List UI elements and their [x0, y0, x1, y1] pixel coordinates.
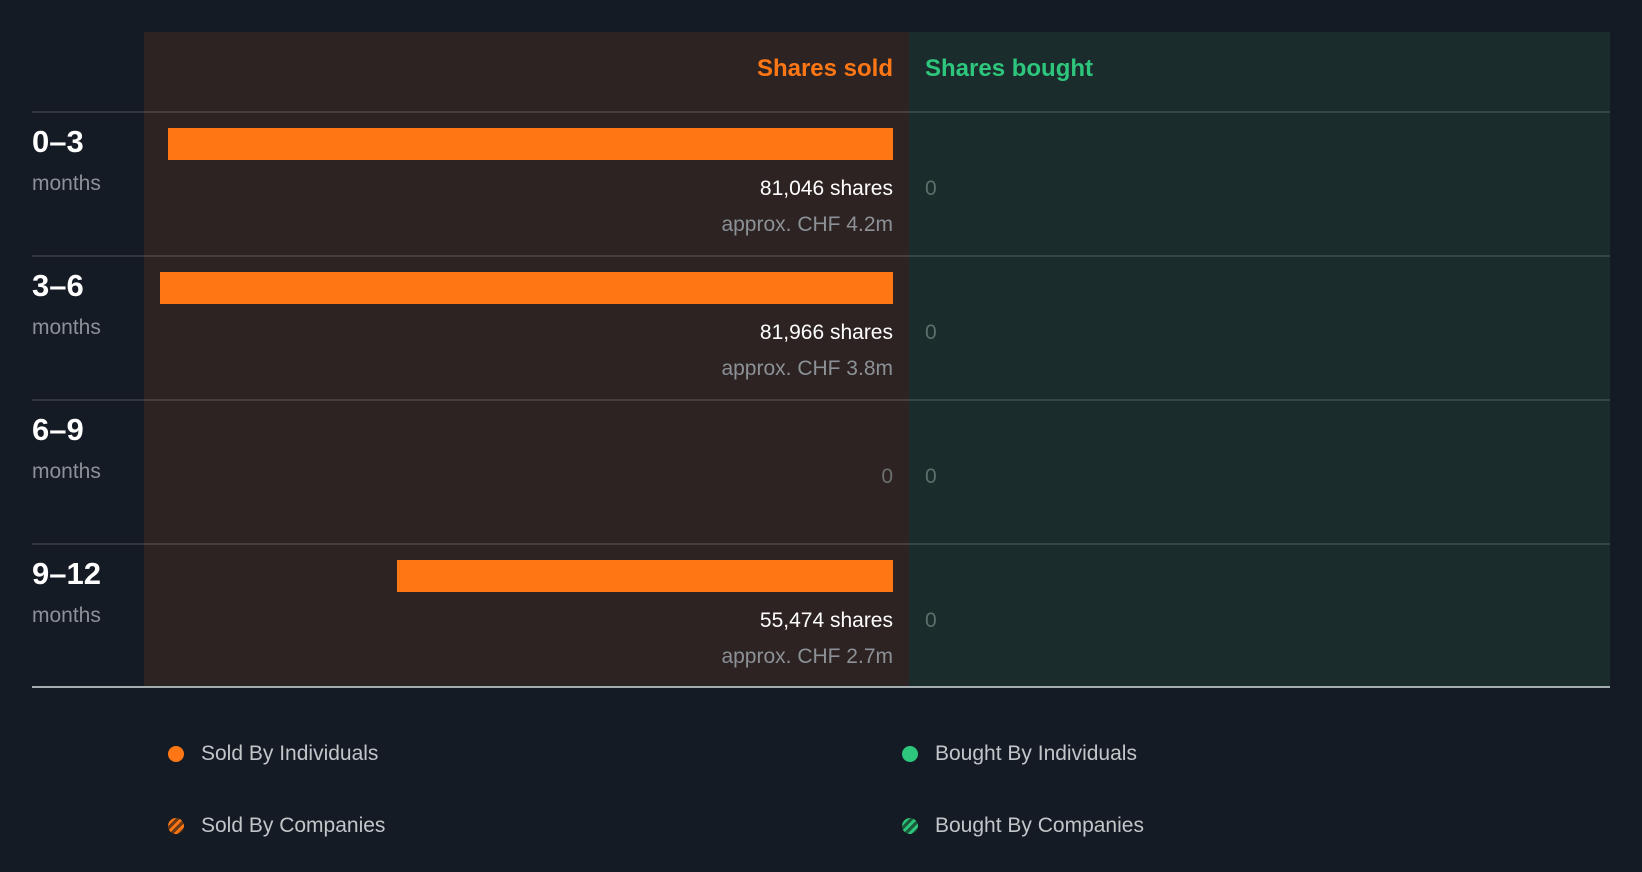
sold-shares-value: 55,474 shares — [759, 609, 893, 632]
period-unit: months — [32, 604, 101, 627]
chart-row: 6–9 months 0 0 — [0, 400, 1642, 544]
chart-baseline — [32, 686, 1610, 688]
legend-label: Sold By Individuals — [201, 742, 379, 765]
chart-row: 3–6 months 81,966 shares approx. CHF 3.8… — [0, 256, 1642, 400]
legend-sold-companies[interactable]: Sold By Companies — [168, 814, 385, 838]
sold-shares-value: 81,966 shares — [759, 321, 893, 344]
bought-value: 0 — [925, 321, 937, 344]
sold-bar[interactable] — [160, 272, 893, 304]
sold-bar[interactable] — [168, 128, 893, 160]
legend-striped-bought-icon — [902, 818, 918, 834]
legend-striped-sold-icon — [168, 818, 184, 834]
header-shares-bought: Shares bought — [925, 55, 1094, 82]
legend-label: Sold By Companies — [201, 814, 386, 837]
period-label: 9–12 — [32, 556, 101, 591]
legend-bought-individuals[interactable]: Bought By Individuals — [902, 742, 1137, 766]
legend-label: Bought By Individuals — [935, 742, 1137, 765]
period-label: 6–9 — [32, 412, 84, 447]
chart-row: 9–12 months 55,474 shares approx. CHF 2.… — [0, 544, 1642, 688]
legend-dot-bought-icon — [902, 746, 918, 762]
legend-bought-companies[interactable]: Bought By Companies — [902, 814, 1144, 838]
period-unit: months — [32, 172, 101, 195]
header-shares-sold: Shares sold — [756, 55, 893, 82]
chart-row: 0–3 months 81,046 shares approx. CHF 4.2… — [0, 112, 1642, 256]
bought-value: 0 — [925, 177, 937, 200]
period-unit: months — [32, 460, 101, 483]
sold-approx-value: approx. CHF 4.2m — [721, 213, 893, 236]
row-divider — [32, 543, 1610, 545]
period-label: 0–3 — [32, 124, 84, 159]
sold-approx-value: approx. CHF 3.8m — [721, 357, 893, 380]
bought-panel — [909, 32, 1610, 687]
sold-value: 0 — [881, 465, 893, 488]
sold-shares-value: 81,046 shares — [759, 177, 893, 200]
sold-bar[interactable] — [397, 560, 893, 592]
period-label: 3–6 — [32, 268, 84, 303]
period-unit: months — [32, 316, 101, 339]
legend-dot-sold-icon — [168, 746, 184, 762]
row-divider — [32, 111, 1610, 113]
row-divider — [32, 399, 1610, 401]
legend-sold-individuals[interactable]: Sold By Individuals — [168, 742, 378, 766]
legend-label: Bought By Companies — [935, 814, 1144, 837]
bought-value: 0 — [925, 609, 937, 632]
bought-value: 0 — [925, 465, 937, 488]
sold-approx-value: approx. CHF 2.7m — [721, 645, 893, 668]
row-divider — [32, 255, 1610, 257]
